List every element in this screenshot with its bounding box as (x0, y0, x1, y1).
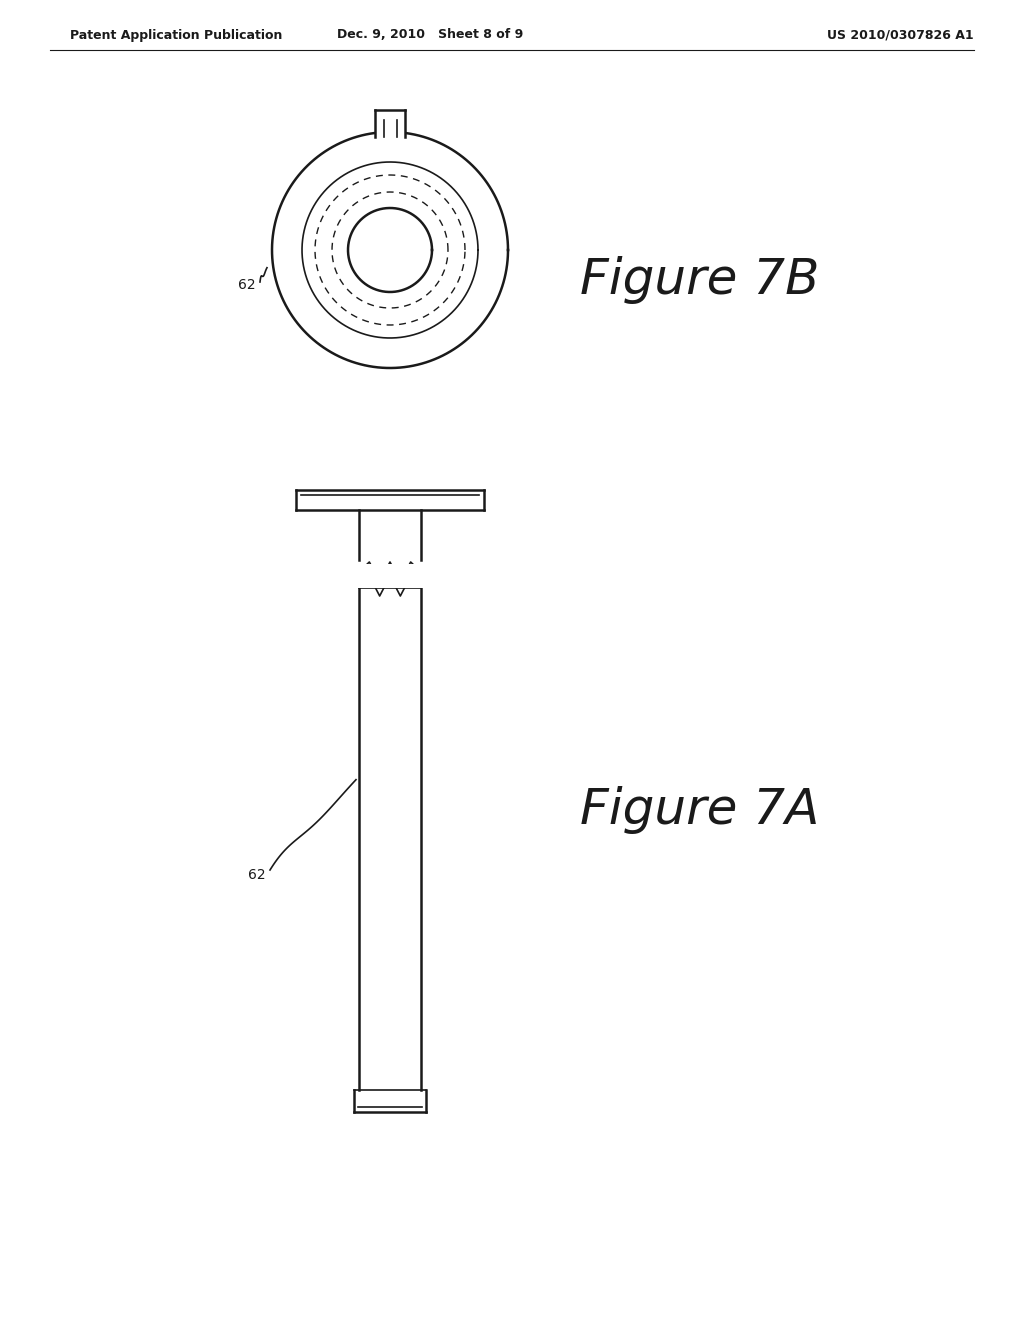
Text: Figure 7A: Figure 7A (581, 785, 819, 834)
Text: Dec. 9, 2010   Sheet 8 of 9: Dec. 9, 2010 Sheet 8 of 9 (337, 29, 523, 41)
Bar (375, 102, 406, 143)
Bar (357, 564, 423, 587)
Text: Patent Application Publication: Patent Application Publication (70, 29, 283, 41)
Text: Figure 7B: Figure 7B (581, 256, 819, 304)
Text: US 2010/0307826 A1: US 2010/0307826 A1 (826, 29, 974, 41)
Text: 62: 62 (248, 869, 265, 882)
Text: 62: 62 (238, 279, 256, 292)
